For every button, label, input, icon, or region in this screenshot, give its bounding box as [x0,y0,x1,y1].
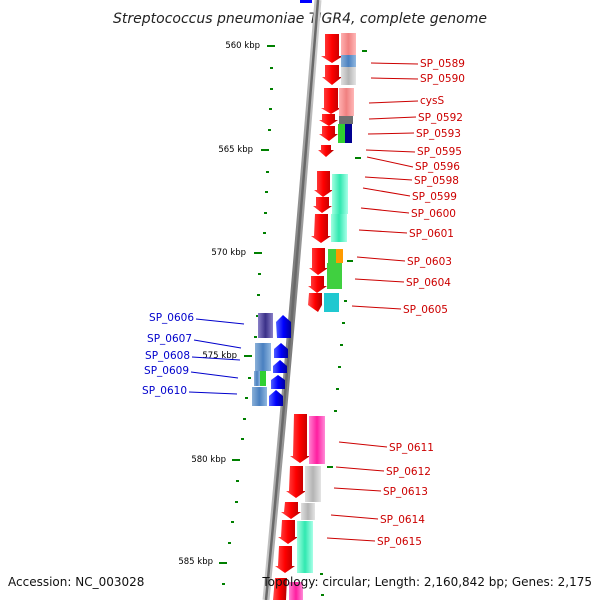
gene-label[interactable]: SP_0589 [420,58,465,70]
gene-forward[interactable] [278,520,298,544]
gene-forward[interactable] [322,65,342,85]
topology-text: Topology: circular; Length: 2,160,842 bp… [261,575,592,589]
cog-box [336,249,343,263]
cog-box [252,387,267,406]
genome-backbone-core [264,0,320,600]
gene-forward[interactable] [308,293,322,312]
cog-box [301,503,315,520]
gene-label[interactable]: SP_0593 [416,128,461,140]
gene-forward[interactable] [314,171,333,197]
gene-label[interactable]: SP_0604 [406,277,451,289]
gene-forward[interactable] [318,145,334,157]
tick-label: 565 kbp [218,145,253,155]
gene-label[interactable]: SP_0590 [420,73,465,85]
gene-reverse[interactable] [273,360,287,373]
major-ticks [219,45,275,564]
gene-reverse[interactable] [274,343,288,358]
gene-reverse[interactable] [269,390,283,406]
gene-reverse[interactable] [276,315,291,338]
gene-label[interactable]: SP_0603 [407,256,452,268]
cog-box [255,343,271,371]
gene-reverse[interactable] [271,375,285,389]
tick-label: 575 kbp [202,351,237,361]
cog-box [332,174,348,214]
gene-forward[interactable] [275,546,295,573]
cog-box [339,88,354,116]
cog-box [341,33,356,55]
gene-label[interactable]: SP_0607 [147,333,192,345]
cog-box [338,124,345,143]
forward-genes-block-1 [318,34,343,157]
cog-box [258,313,273,338]
gene-forward[interactable] [319,114,338,126]
tick-label: 585 kbp [178,557,213,567]
gene-forward[interactable] [290,414,310,463]
gene-label[interactable]: SP_0596 [415,161,460,173]
cog-box [324,293,339,312]
gene-reverse-partial[interactable] [300,0,312,3]
cog-box [341,55,356,67]
cog-box [345,124,352,143]
reverse-genes-block [269,315,291,406]
gene-label[interactable]: SP_0606 [149,312,194,324]
cog-box [339,116,353,124]
gene-label[interactable]: SP_0605 [403,304,448,316]
gene-forward[interactable] [309,248,328,275]
gene-forward[interactable] [308,276,327,293]
gene-label[interactable]: SP_0611 [389,442,434,454]
gene-label[interactable]: SP_0592 [418,112,463,124]
cog-box [297,521,313,573]
gene-forward[interactable] [286,466,306,498]
tick-label: 580 kbp [191,455,226,465]
tick-label: 560 kbp [225,41,260,51]
gene-label[interactable]: SP_0610 [142,385,187,397]
gene-label[interactable]: SP_0609 [144,365,189,377]
cog-box [328,249,336,263]
gene-label[interactable]: SP_0595 [417,146,462,158]
gene-label[interactable]: SP_0599 [412,191,457,203]
gene-label[interactable]: SP_0608 [145,350,190,362]
gene-label[interactable]: SP_0600 [411,208,456,220]
map-title: Streptococcus pneumoniae TIGR4, complete… [113,11,487,27]
forward-genes-block-3 [273,414,310,600]
tick-label: 570 kbp [211,248,246,258]
cog-box [289,582,303,600]
gene-label[interactable]: SP_0615 [377,536,422,548]
cog-box [254,371,260,386]
gene-label[interactable]: cysS [420,95,444,107]
cog-box [309,416,325,464]
reverse-label-leaders [188,318,245,395]
cog-box [331,214,347,242]
gene-label[interactable]: SP_0598 [414,175,459,187]
cog-box [341,67,356,85]
accession-text: Accession: NC_003028 [8,575,144,589]
forward-label-leaders [326,62,419,542]
gene-forward[interactable] [311,214,331,243]
gene-forward[interactable] [273,578,287,600]
minor-ticks [222,50,367,596]
cog-box [305,466,321,502]
cog-box [327,263,342,289]
gene-forward[interactable] [313,197,332,213]
gene-label[interactable]: SP_0613 [383,486,428,498]
gene-label[interactable]: SP_0614 [380,514,425,526]
forward-genes-block-2 [308,171,333,312]
gene-forward[interactable] [321,34,343,63]
gene-label[interactable]: SP_0601 [409,228,454,240]
cog-box [260,371,266,386]
gene-forward[interactable] [319,126,338,141]
gene-forward[interactable] [281,502,301,519]
gene-forward[interactable] [321,88,341,114]
gene-label[interactable]: SP_0612 [386,466,431,478]
